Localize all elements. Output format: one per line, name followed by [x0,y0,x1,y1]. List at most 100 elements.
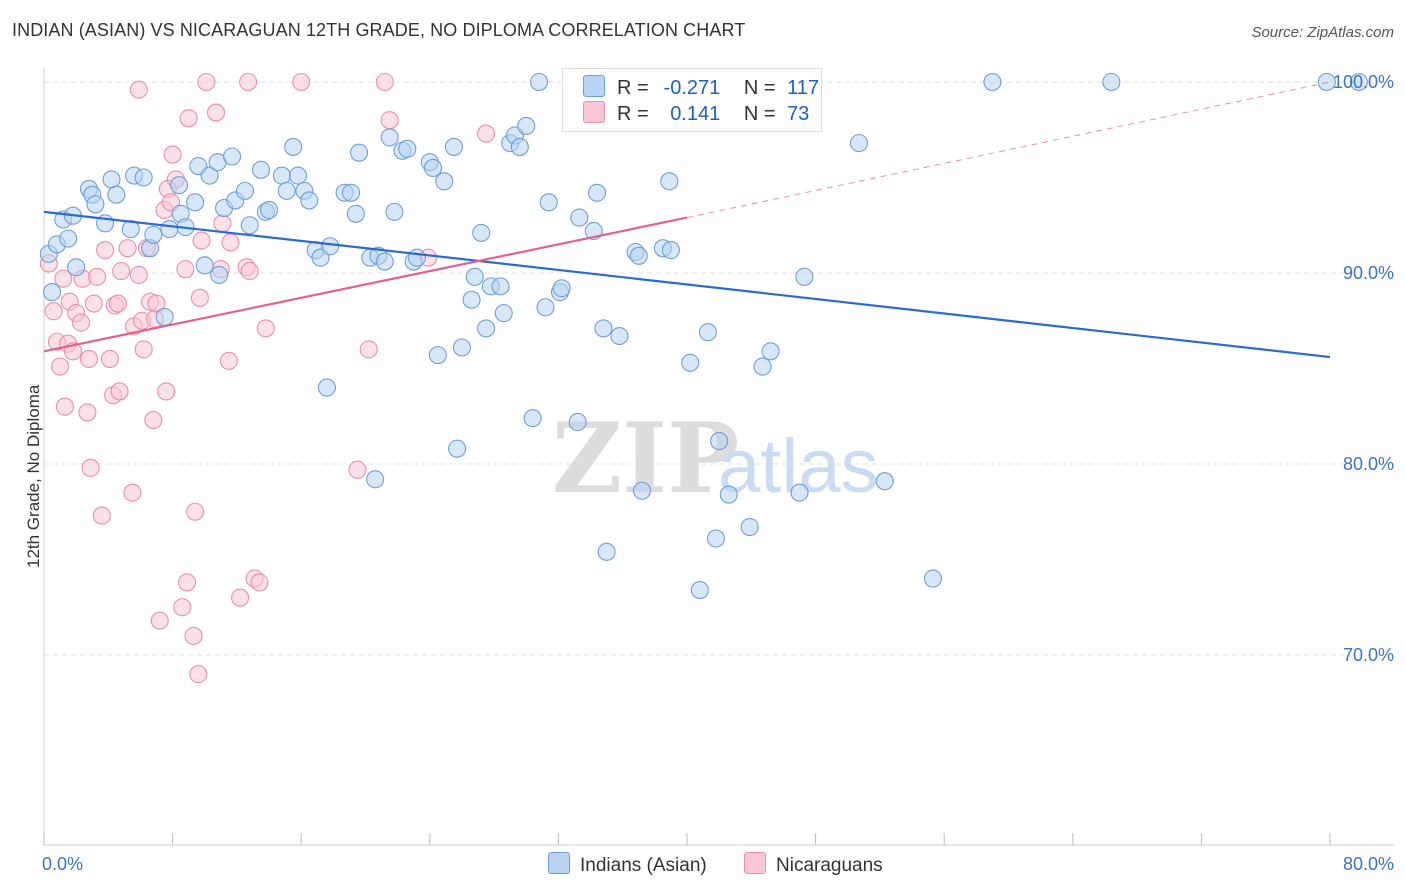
indians-point [719,485,738,504]
indians-point [690,581,709,600]
indians-point [594,319,613,338]
indians-point [790,483,809,502]
indians-point [552,279,571,298]
legend-swatch-blue [583,75,605,97]
indians-point [1102,72,1121,92]
indians-point [610,326,629,346]
y-tick-label: 100.0% [1333,72,1394,92]
indians-point [849,134,869,153]
indians-point [350,143,369,162]
nicaraguans-point [163,145,182,164]
y-tick-label: 90.0% [1343,263,1394,283]
indians-point [632,481,652,500]
nicaraguans-point [112,262,131,281]
axes [43,68,1394,846]
y-tick-label: 70.0% [1343,645,1394,665]
nicaraguans-point [178,573,197,592]
legend-item-indians[interactable]: Indians (Asian) [548,852,707,877]
trend-line-indians [43,210,1331,359]
indians-point [134,168,153,187]
nicaraguans-point [157,382,176,401]
legend-swatch-pink [583,101,605,123]
indians-point [472,223,491,242]
nicaraguans-point [147,294,166,313]
nicaraguans-point [176,260,195,279]
nicaraguans-point [129,265,148,284]
nicaraguans-point [239,72,258,92]
indians-point [510,137,529,156]
nicaraguans-point [375,72,394,92]
indians-point [160,220,179,239]
indians-point [423,158,443,177]
indians-point [121,220,140,239]
nicaraguans-point [359,340,378,359]
x-tick-label: 80.0% [1343,854,1394,874]
nicaraguans-point [108,294,127,313]
series-indians-asian [39,72,1368,600]
indians-point [681,353,700,372]
nicaraguans-point [144,411,163,430]
nicaraguans-point [256,319,275,338]
legend-item-nicaraguans[interactable]: Nicaraguans [744,852,883,877]
indians-point [102,170,121,189]
nicaraguans-point [380,111,399,130]
trend-line-nicaraguans [43,216,688,353]
indians-point [435,172,454,191]
n-value-indians: 117 [787,77,819,99]
nicaraguans-point [79,349,99,369]
indians-point [568,412,587,432]
indians-point [195,256,214,275]
r-value-nicaraguans: 0.141 [670,103,721,125]
indians-point [875,472,894,491]
legend-swatch-pink [744,852,766,874]
indians-point [570,208,589,227]
indians-point [448,439,467,458]
nicaraguans-point [219,351,238,370]
nicaraguans-point [54,269,73,288]
nicaraguans-point [348,460,367,479]
y-tick-label: 80.0% [1343,454,1394,474]
indians-point [366,470,385,489]
indians-point [465,267,484,286]
indians-point [539,193,558,212]
indians-point [523,409,542,428]
grid-lines [44,81,1394,656]
indians-point [200,166,219,185]
nicaraguans-point [100,349,119,369]
nicaraguans-point [179,109,198,128]
indians-point [491,277,510,296]
nicaraguans-point [189,665,208,684]
indians-point [277,181,296,200]
indians-point [300,191,319,210]
nicaraguans-point [173,598,192,617]
indians-point [698,323,717,342]
indians-point [660,172,679,191]
legend-row-indians: R = -0.271 N = 117 [583,75,819,101]
n-label: N = [743,77,776,99]
nicaraguans-point [213,214,232,233]
indians-point [428,346,447,365]
nicaraguans-point [184,626,203,645]
nicaraguans-point [231,588,250,607]
nicaraguans-point [134,340,153,359]
indians-point [740,517,759,537]
stats-legend: R = -0.271 N = 117 R = 0.141 N = 73 [562,68,822,132]
indians-point [380,128,399,147]
indians-point [1317,72,1336,92]
indians-point [240,216,259,235]
nicaraguans-point [123,483,142,502]
tick-labels: 70.0% 80.0% 90.0% 100.0% 0.0% 80.0% [42,72,1394,874]
indians-point [144,225,163,244]
nicaraguans-point [44,302,63,321]
indians-point [259,200,279,220]
indians-point [983,72,1002,92]
indians-point [753,357,772,376]
indians-point [710,432,729,451]
legend-label-indians: Indians (Asian) [580,855,707,876]
nicaraguans-point [250,573,269,592]
indians-point [385,202,404,221]
indians-point [597,542,616,561]
indians-point [235,181,254,200]
r-label: R = [617,77,649,99]
indians-point [341,183,361,202]
